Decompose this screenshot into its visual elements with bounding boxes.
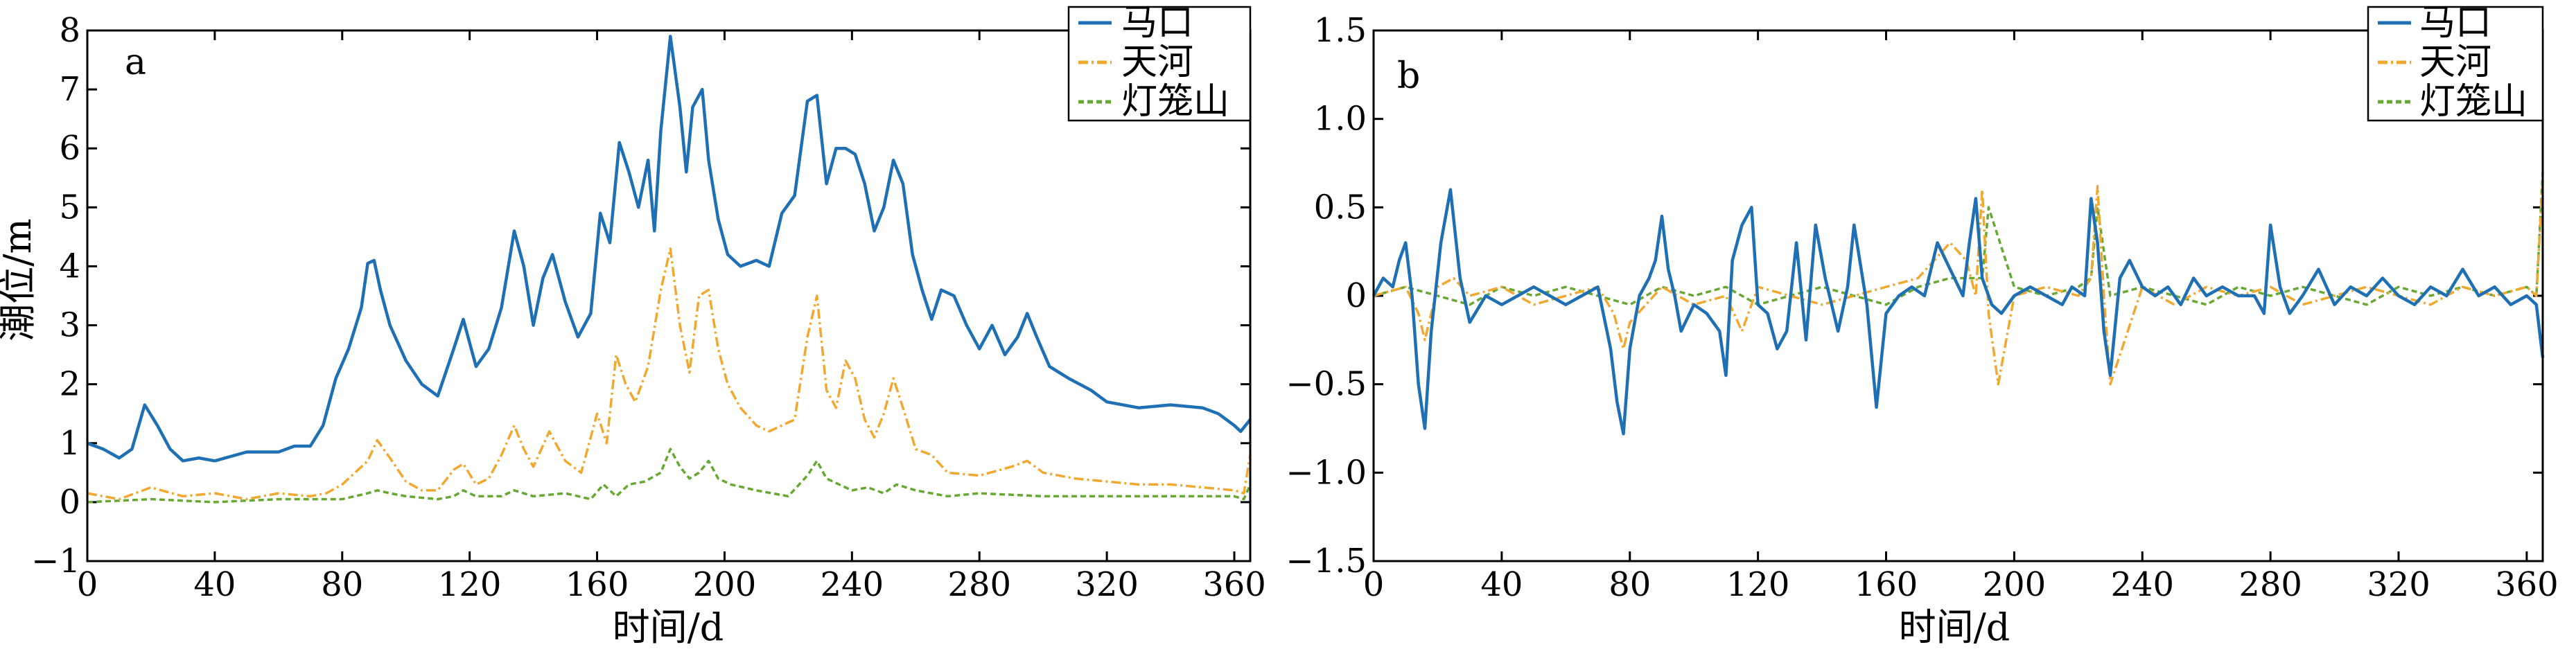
panel-b-x-tick-label: 200 xyxy=(1983,565,2047,604)
panel-b-series-mako-line xyxy=(1372,188,2545,436)
panel-a-plot-frame xyxy=(86,29,1252,562)
panel-a-x-tick-label: 360 xyxy=(1202,565,1266,604)
panel-b-x-tick-label: 280 xyxy=(2238,565,2302,604)
panel-b-x-tick-label: 80 xyxy=(1609,565,1651,604)
panel-a-x-tick-label: 160 xyxy=(566,565,629,604)
panel-b-x-tick-label: 160 xyxy=(1855,565,1918,604)
legend-entry-mako: 马口 xyxy=(1078,2,1193,44)
legend-label-tianhe: 天河 xyxy=(1121,42,1193,83)
panel-a-x-tick-label: 320 xyxy=(1075,565,1139,604)
panel-a-series-denglongshan-line xyxy=(87,447,1252,504)
legend-entry-mako: 马口 xyxy=(2378,2,2491,44)
panel-b-series-denglongshan-line xyxy=(1373,172,2544,306)
panel-b-x-tick-label: 240 xyxy=(2110,565,2174,604)
panel-a-y-axis-title: 潮位/m xyxy=(0,218,40,341)
panel-b-legend: 马口 天河 灯笼山 xyxy=(2367,2,2544,123)
panel-b-series-tianhe-line xyxy=(1373,180,2544,386)
panel-b-label: b xyxy=(1397,55,1420,97)
legend-label-denglongshan: 灯笼山 xyxy=(2419,81,2527,123)
panel-a-x-tick-label: 280 xyxy=(947,565,1011,604)
panel-a-x-tick-label: 200 xyxy=(693,565,757,604)
panel-b-x-tick-label: 40 xyxy=(1480,565,1523,604)
panel-b-y-tick-label: 1.0 xyxy=(1314,100,1367,139)
panel-a-y-tick-label: 5 xyxy=(59,188,80,227)
legend-entry-tianhe: 天河 xyxy=(1078,42,1193,83)
panel-b-x-axis-title: 时间/d xyxy=(1899,605,2010,649)
panel-b-x-tick-label: 320 xyxy=(2367,565,2430,604)
panel-b-y-tick-label: −1.5 xyxy=(1286,542,1367,580)
panel-a-y-tick-label: 8 xyxy=(59,11,80,50)
panel-a-x-tick-label: 80 xyxy=(321,565,363,604)
panel-b-x-tick-label: 360 xyxy=(2495,565,2559,604)
panel-a-series-mako-line xyxy=(87,35,1252,463)
panel-a-x-tick-label: 40 xyxy=(193,565,236,604)
panel-a-x-tick-label: 0 xyxy=(77,565,98,604)
panel-a-y-tick-label: 6 xyxy=(59,129,80,168)
legend-entry-denglongshan: 灯笼山 xyxy=(2378,81,2527,123)
panel-b-y-tick-label: 1.5 xyxy=(1314,11,1367,50)
panel-a-y-tick-label: 1 xyxy=(59,424,80,463)
panel-b-x-tick-label: 0 xyxy=(1363,565,1385,604)
legend-label-tianhe: 天河 xyxy=(2419,42,2491,83)
legend-label-mako: 马口 xyxy=(1121,2,1193,44)
panel-b-plot-frame xyxy=(1372,29,2544,562)
panel-a-y-tick-label: 2 xyxy=(59,365,80,404)
panel-a-series-tianhe-line xyxy=(87,247,1252,501)
panel-a-x-tick-label: 240 xyxy=(821,565,884,604)
panel-a-x-tick-label: 120 xyxy=(438,565,502,604)
panel-a-chart: 潮位/m 时间/d a 0 40 80 120 160 200 240 280 320 360−1… xyxy=(0,2,1266,649)
legend-label-denglongshan: 灯笼山 xyxy=(1121,81,1229,123)
panel-b-y-tick-label: −1.0 xyxy=(1286,453,1367,492)
panel-a-legend: 马口 天河 灯笼山 xyxy=(1067,2,1252,123)
panel-a-label: a xyxy=(125,42,146,83)
panel-a-y-tick-label: −1 xyxy=(31,542,80,580)
panel-b-y-tick-label: −0.5 xyxy=(1286,365,1367,404)
panel-b-x-tick-label: 120 xyxy=(1726,565,1790,604)
legend-label-mako: 马口 xyxy=(2419,2,2491,44)
panel-a-y-tick-label: 0 xyxy=(59,483,80,522)
panel-b-y-tick-label: 0 xyxy=(1345,276,1367,315)
panel-a-y-tick-label: 3 xyxy=(59,306,80,345)
panel-a-series xyxy=(87,35,1252,504)
panel-b-series xyxy=(1372,172,2545,436)
panel-b-y-tick-label: 0.5 xyxy=(1314,188,1367,227)
panel-b-chart: 时间/d b 0 40 80 120 160 200 240 280 320 360 −1.5 −1.… xyxy=(1286,2,2558,649)
legend-entry-denglongshan: 灯笼山 xyxy=(1078,81,1229,123)
legend-entry-tianhe: 天河 xyxy=(2378,42,2491,83)
panel-a-y-tick-label: 7 xyxy=(59,70,80,109)
panel-a-x-axis-title: 时间/d xyxy=(613,605,724,649)
panel-b-ticks: 0 40 80 120 160 200 240 280 320 360 −1.5 −1.0 −0.5 0 0… xyxy=(1286,11,2558,604)
panel-a-y-tick-label: 4 xyxy=(59,247,80,285)
